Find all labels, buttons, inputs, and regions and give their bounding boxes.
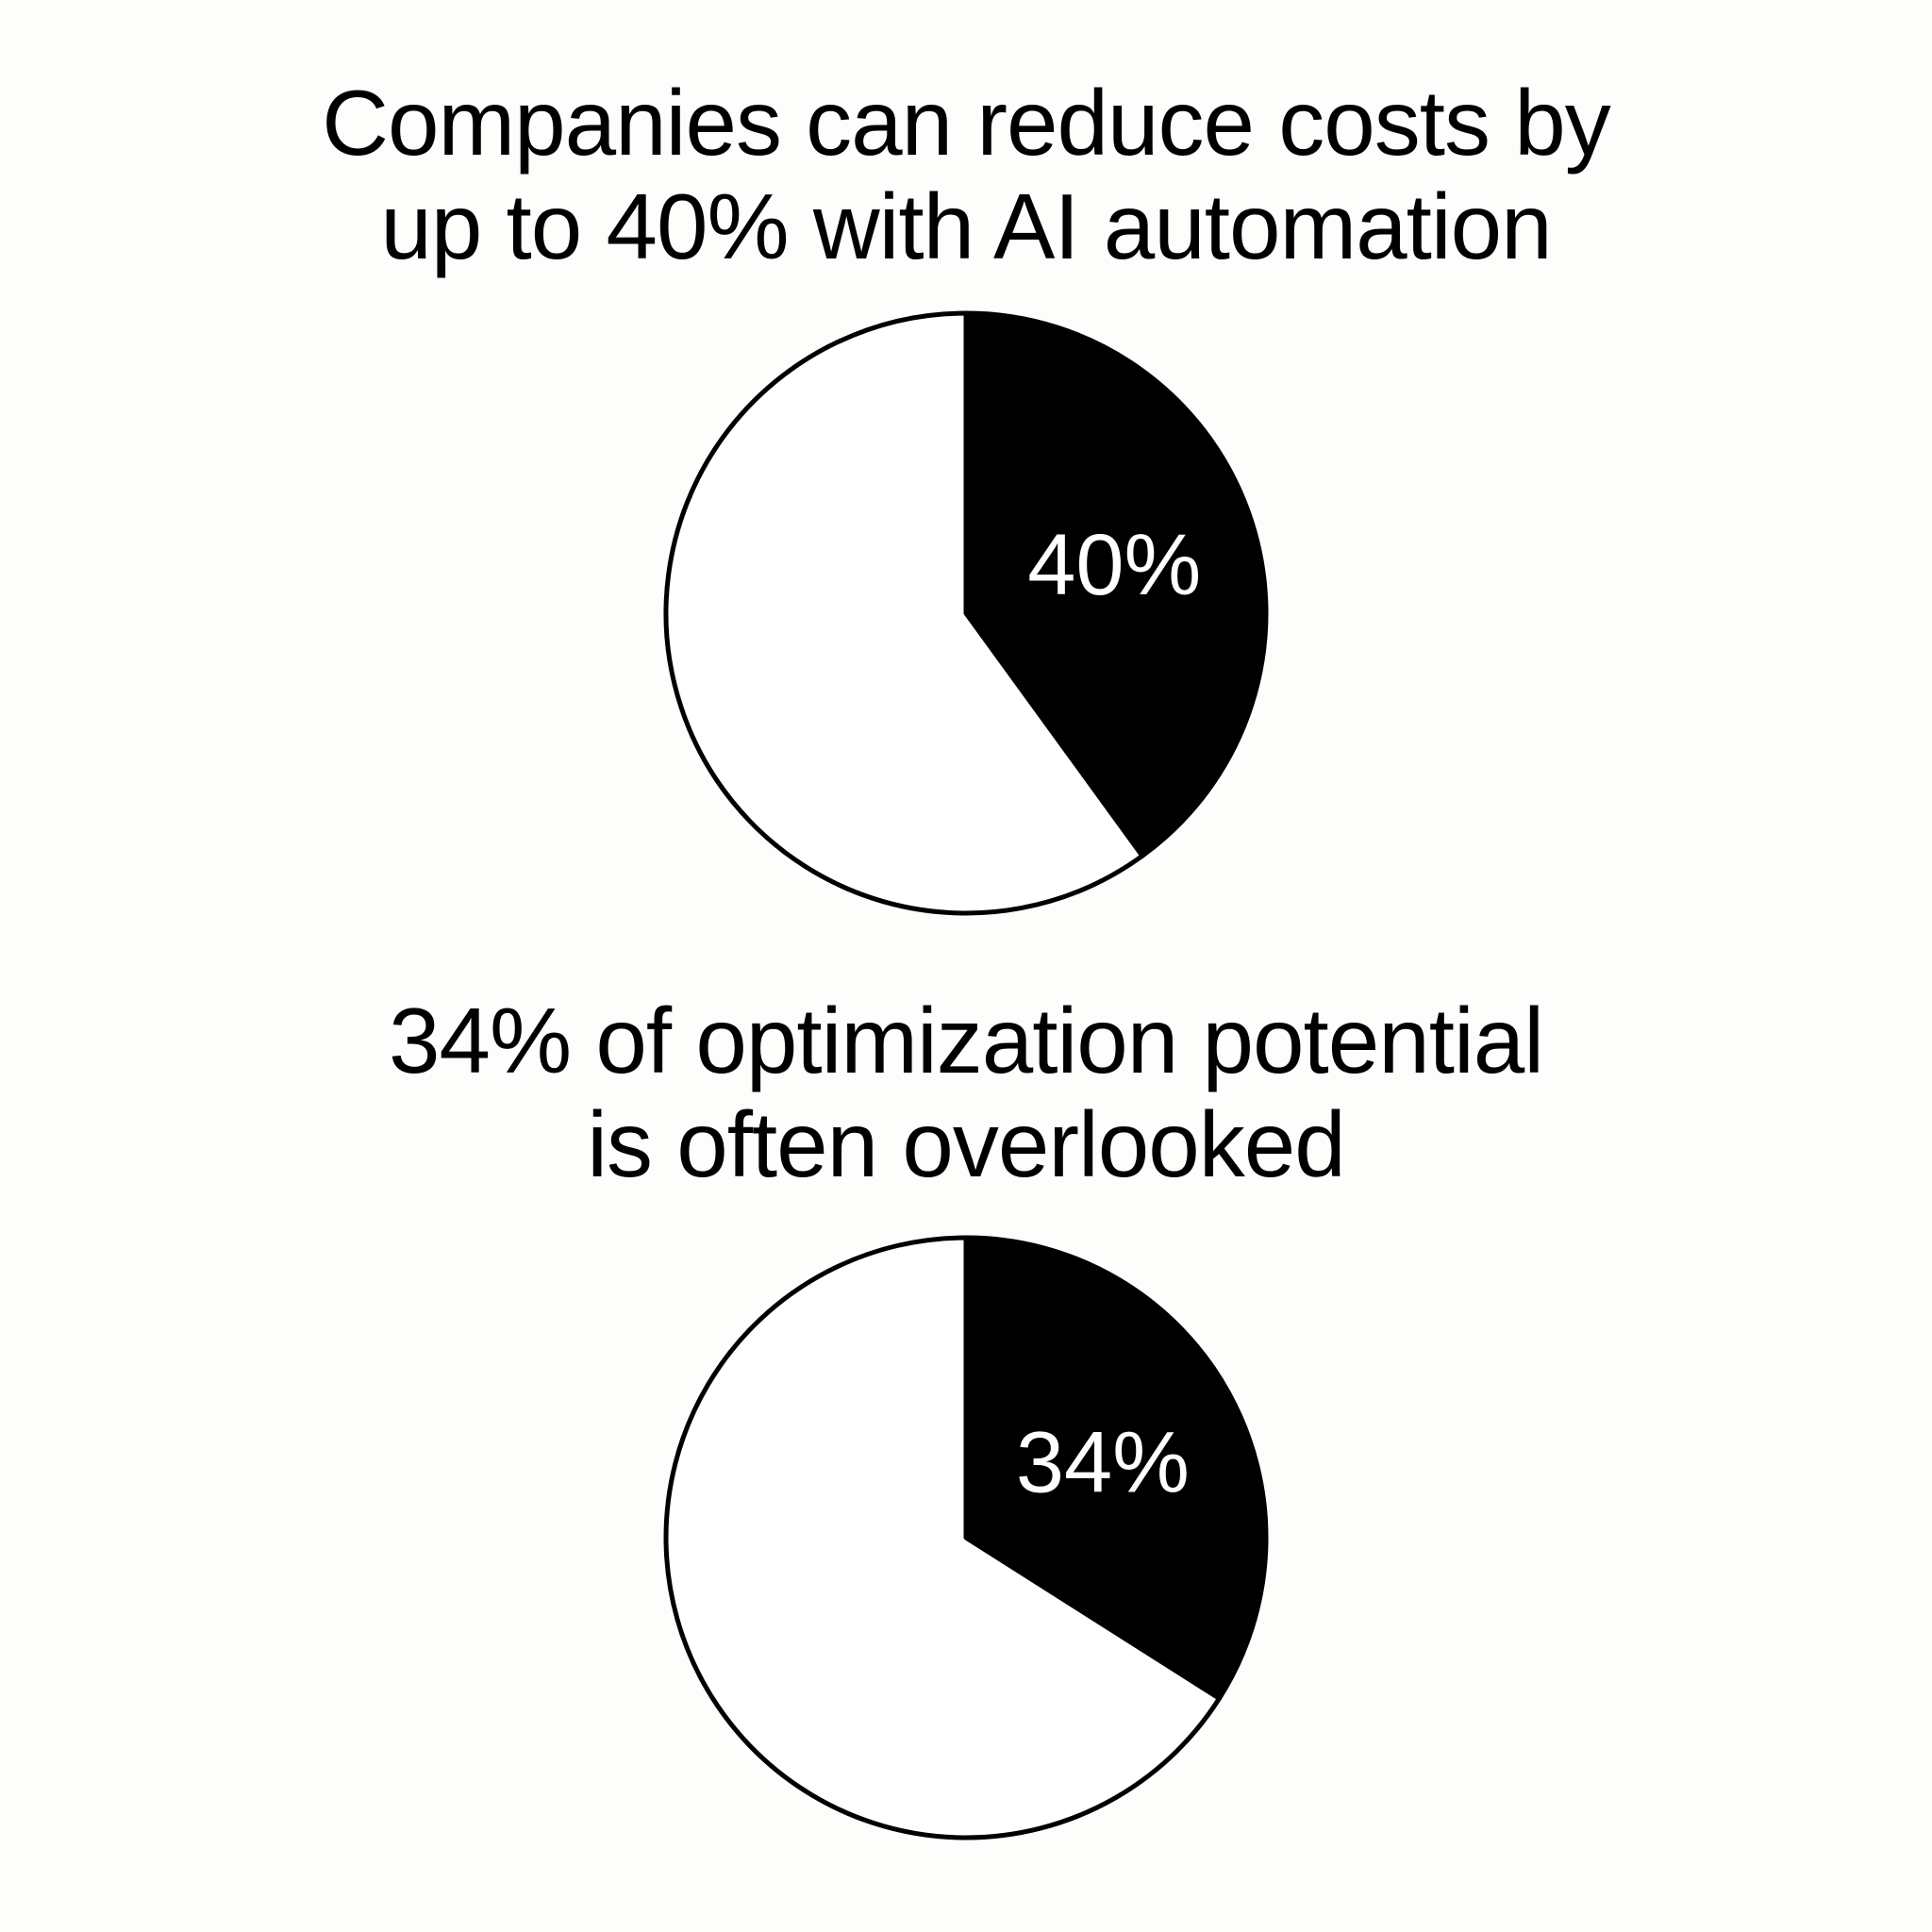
- chart-2-title-line-1: 34% of optimization potential: [389, 989, 1544, 1092]
- chart-1-slice-label: 40%: [1027, 517, 1201, 613]
- chart-2-title-line-2: is often overlooked: [587, 1092, 1346, 1196]
- chart-1-title-line-1: Companies can reduce costs by: [322, 71, 1611, 175]
- chart-1-slice-remainder: [663, 310, 1145, 916]
- chart-2-slice-label: 34%: [1016, 1414, 1190, 1510]
- chart-1-pie: 40%: [663, 310, 1269, 916]
- chart-1-slice-highlight: [963, 310, 1269, 858]
- chart-2-title: 34% of optimization potential is often o…: [0, 989, 1932, 1196]
- chart-1-title-line-2: up to 40% with AI automation: [380, 175, 1552, 278]
- chart-2-pie: 34%: [663, 1235, 1269, 1840]
- chart-1-title: Companies can reduce costs by up to 40% …: [0, 71, 1932, 278]
- chart-2-slice-remainder: [663, 1235, 1222, 1840]
